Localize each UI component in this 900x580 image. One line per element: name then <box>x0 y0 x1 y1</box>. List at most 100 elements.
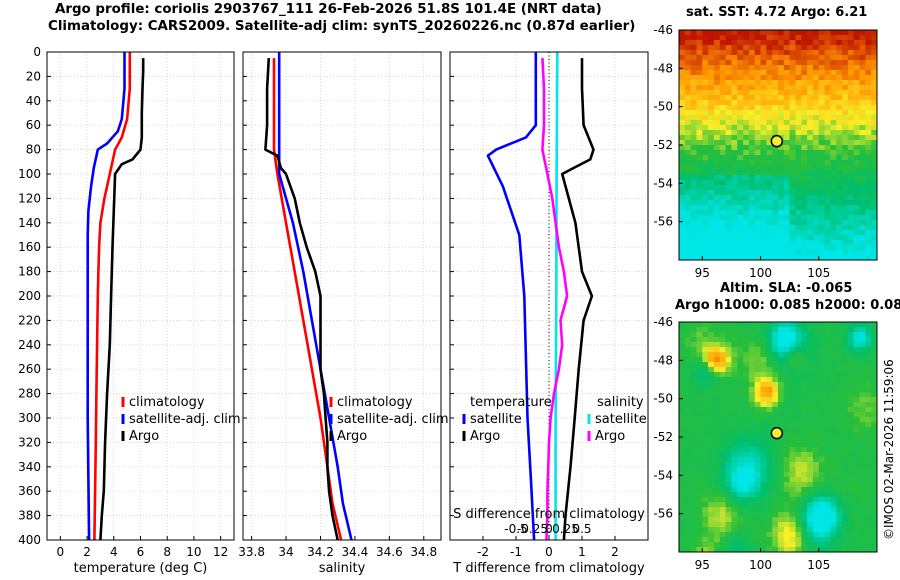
map-cell <box>824 337 831 343</box>
map-cell <box>853 185 860 191</box>
map-cell <box>801 352 808 358</box>
map-cell <box>766 547 773 553</box>
map-cell <box>766 200 773 206</box>
map-cell <box>737 407 744 413</box>
map-cell <box>754 377 761 383</box>
map-cell <box>871 40 878 46</box>
map-cell <box>818 432 826 438</box>
map-cell <box>853 175 860 181</box>
map-cell <box>725 65 732 71</box>
map-cell <box>865 522 872 528</box>
map-cell <box>812 145 820 151</box>
map-cell <box>847 245 855 251</box>
map-cell <box>743 442 750 448</box>
map-cell <box>679 85 686 91</box>
map-cell <box>812 125 820 131</box>
map-cell <box>842 110 849 116</box>
map-cell <box>679 225 686 231</box>
map-cell <box>783 30 791 36</box>
map-cell <box>789 150 796 156</box>
map-cell <box>853 512 860 518</box>
map-cell <box>795 487 802 493</box>
map-cell <box>859 185 866 191</box>
map-cell <box>708 95 715 101</box>
map-cell <box>830 507 837 513</box>
map-cell <box>737 55 744 61</box>
map-cell <box>743 337 750 343</box>
map-cell <box>801 150 808 156</box>
map-cell <box>679 387 686 393</box>
map-cell <box>690 175 697 181</box>
map-cell <box>702 205 709 211</box>
map-cell <box>818 457 826 463</box>
map-cell <box>684 462 692 468</box>
map-cell <box>824 452 831 458</box>
map-cell <box>737 477 744 483</box>
map-cell <box>702 255 709 261</box>
map-cell <box>696 537 703 543</box>
map-cell <box>824 220 831 226</box>
map-cell <box>836 352 843 358</box>
map-cell <box>725 332 732 338</box>
map-cell <box>743 50 750 56</box>
map-cell <box>684 327 692 333</box>
map-cell <box>708 507 715 513</box>
map-cell <box>783 452 791 458</box>
map-cell <box>778 220 785 226</box>
map-cell <box>760 145 767 151</box>
map-cell <box>708 427 715 433</box>
map-cell <box>696 437 703 443</box>
map-cell <box>719 30 727 36</box>
map-cell <box>702 40 709 46</box>
map-cell <box>737 502 744 508</box>
map-cell <box>737 195 744 201</box>
map-cell <box>731 200 738 206</box>
map-cell <box>859 180 866 186</box>
map-cell <box>766 85 773 91</box>
map-cell <box>684 437 692 443</box>
map-cell <box>713 472 721 478</box>
map-cell <box>812 120 820 126</box>
map-x-tick-label: 95 <box>695 266 710 280</box>
map-cell <box>853 30 860 36</box>
map-cell <box>760 90 767 96</box>
map-cell <box>690 322 697 328</box>
map-cell <box>801 322 808 328</box>
map-cell <box>748 512 756 518</box>
map-cell <box>725 447 732 453</box>
map-cell <box>853 110 860 116</box>
map-cell <box>812 537 820 543</box>
map-cell <box>830 447 837 453</box>
map-cell <box>679 542 686 548</box>
map-cell <box>772 497 779 503</box>
map-cell <box>783 337 791 343</box>
map-cell <box>818 255 826 261</box>
map-cell <box>853 245 860 251</box>
map-cell <box>778 30 785 36</box>
map-cell <box>743 250 750 256</box>
map-cell <box>778 110 785 116</box>
map-cell <box>684 367 692 373</box>
map-cell <box>690 452 697 458</box>
map-cell <box>824 205 831 211</box>
map-cell <box>795 240 802 246</box>
map-cell <box>865 220 872 226</box>
map-cell <box>865 225 872 231</box>
map-cell <box>824 180 831 186</box>
map-cell <box>679 452 686 458</box>
map-cell <box>772 472 779 478</box>
map-cell <box>748 65 756 71</box>
map-cell <box>836 45 843 51</box>
map-cell <box>731 362 738 368</box>
map-cell <box>847 160 855 166</box>
map-cell <box>737 412 744 418</box>
map-cell <box>789 180 796 186</box>
map-cell <box>783 215 791 221</box>
map-cell <box>818 110 826 116</box>
map-cell <box>842 130 849 136</box>
map-cell <box>766 30 773 36</box>
map-cell <box>702 372 709 378</box>
map-cell <box>842 352 849 358</box>
map-cell <box>871 452 878 458</box>
map-cell <box>748 95 756 101</box>
